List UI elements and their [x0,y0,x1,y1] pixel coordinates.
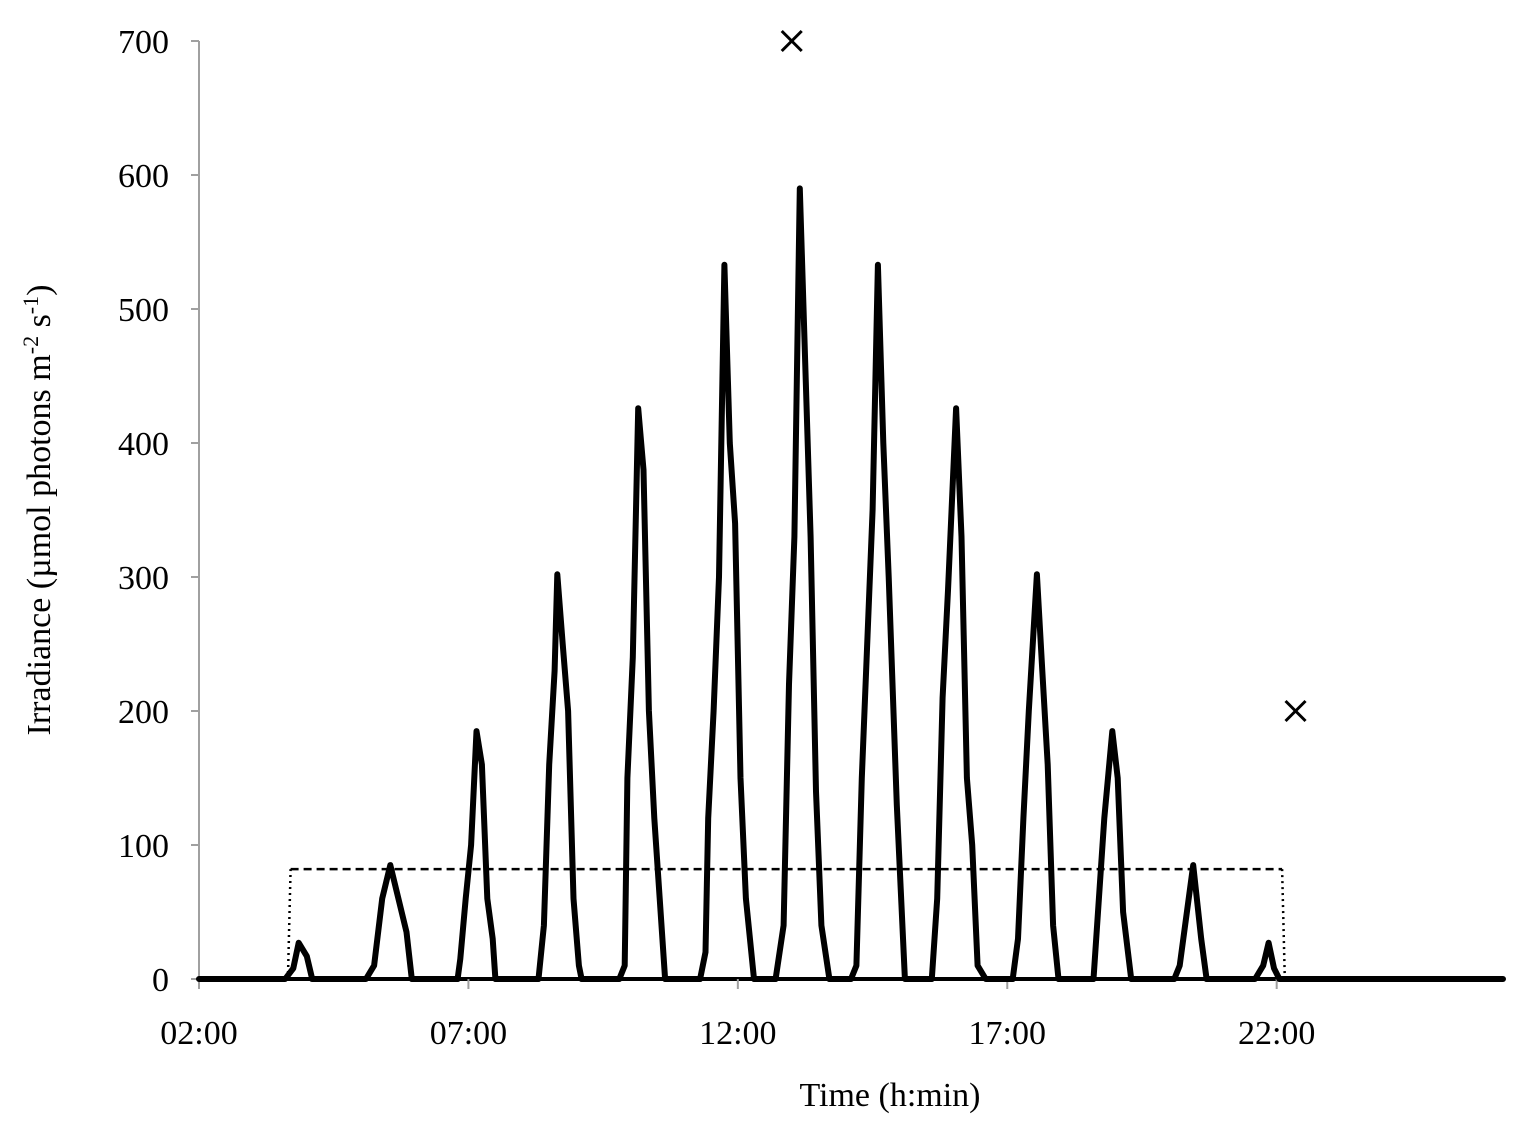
y-axis-title: Irradiance (µmol photons m-2 s-1) [18,285,58,736]
y-axis-title-sup2: -1 [18,296,43,314]
y-axis-title-prefix: Irradiance (µmol photons m [21,354,58,735]
y-axis-title-suffix: ) [21,285,58,296]
x-tick-label: 07:00 [430,1015,507,1052]
x-tick-label: 22:00 [1238,1015,1315,1052]
y-tick-label: 700 [118,24,169,61]
y-tick-label: 300 [118,560,169,597]
x-marker [1284,699,1307,723]
x-marker-stroke [780,29,803,53]
y-tick-label: 200 [118,694,169,731]
y-tick-label: 400 [118,426,169,463]
x-marker-stroke [1284,699,1307,723]
y-tick-label: 100 [118,828,169,865]
axes [198,41,1503,981]
x-tick-label: 17:00 [969,1015,1046,1052]
series-layer [196,29,1506,982]
x-axis-ticks: 02:00 07:00 12:00 17:00 22:00 [160,979,1315,1052]
y-tick-label: 500 [118,292,169,329]
threshold-dotted-edge [286,869,292,980]
irradiance-line [196,185,1506,982]
y-tick-label: 600 [118,158,169,195]
x-tick-label: 12:00 [699,1015,776,1052]
x-marker [780,29,803,53]
y-tick-label: 0 [152,962,169,999]
y-axis-title-sup1: -2 [18,336,43,354]
y-axis-title-middle: s [21,314,58,336]
x-tick-label: 02:00 [160,1015,237,1052]
x-axis-title: Time (h:min) [799,1077,980,1114]
threshold-dotted-edge [1280,869,1287,980]
y-axis-ticks: 0 100 200 300 400 500 600 700 [118,24,199,999]
